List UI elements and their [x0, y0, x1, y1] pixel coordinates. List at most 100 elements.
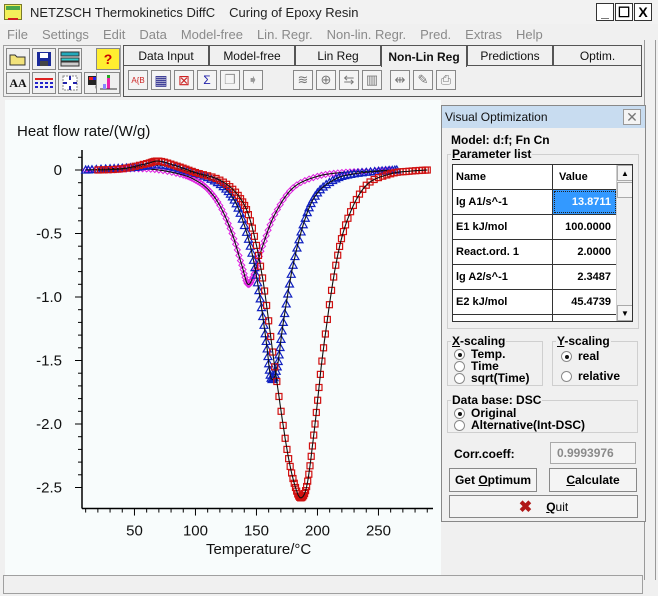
radio-relative[interactable]: relative: [561, 369, 637, 383]
table-icon: ▦: [154, 71, 168, 88]
param-value[interactable]: 45.4739: [571, 296, 611, 308]
x-axis-label: Temperature/°C: [206, 541, 311, 558]
tab-data-input[interactable]: Data Input: [123, 45, 209, 65]
table-button[interactable]: ▦: [151, 70, 171, 90]
film-button[interactable]: ▥: [362, 70, 382, 90]
menu-model-free[interactable]: Model-free: [180, 26, 243, 42]
tab-model-free[interactable]: Model-free: [209, 45, 295, 65]
param-value[interactable]: 2.3487: [577, 271, 611, 283]
zoom-fit-button[interactable]: [58, 72, 82, 94]
tab-lin-reg[interactable]: Lin Reg: [295, 45, 381, 65]
radio-real[interactable]: real: [561, 349, 637, 363]
zoom-button[interactable]: ⊕: [316, 70, 336, 90]
radio-button[interactable]: [454, 407, 465, 419]
menu-pred[interactable]: Pred.: [420, 26, 452, 42]
radio-sqrt-time[interactable]: sqrt(Time): [454, 371, 542, 385]
param-name: lg A2/s^-1: [453, 265, 553, 289]
data-series: [80, 157, 431, 502]
table-row[interactable]: React.ord. 1 2.0000: [453, 240, 617, 265]
scroll-up-button[interactable]: ▲: [617, 165, 632, 181]
model-button[interactable]: A{B: [128, 70, 148, 90]
quit-x-icon: ✖: [518, 498, 533, 516]
menu-bar: File Settings Edit Data Model-free Lin. …: [0, 24, 658, 44]
tab-optim[interactable]: Optim.: [553, 45, 642, 65]
grid-scrollbar[interactable]: ▲ ▼: [616, 165, 632, 321]
chart-sigma-button[interactable]: Σ: [197, 70, 217, 90]
chart-search-button[interactable]: ⊠: [174, 70, 194, 90]
tab-non-lin-reg[interactable]: Non-Lin Reg: [381, 45, 467, 67]
plot-button[interactable]: ≋: [293, 70, 313, 90]
param-value-selected[interactable]: 13.8711: [553, 190, 617, 214]
compare-icon: ⇹: [394, 72, 406, 87]
scroll-down-button[interactable]: ▼: [617, 305, 632, 321]
peak-button[interactable]: [96, 72, 120, 94]
help-button[interactable]: ?: [96, 48, 120, 70]
line-style-icon: [35, 78, 53, 88]
app-logo-icon: [4, 4, 22, 20]
svg-text:0: 0: [54, 162, 62, 179]
print-button[interactable]: ⎙: [436, 70, 456, 90]
radio-original[interactable]: Original: [454, 406, 637, 420]
save-button[interactable]: [32, 48, 56, 70]
radio-time[interactable]: Time: [454, 359, 542, 373]
dsc-chart: Heat flow rate/(W/g) Temperature/°C 0 -0.…: [5, 100, 441, 575]
minimize-button[interactable]: _: [596, 3, 614, 21]
arrow-up-icon: ▲: [621, 168, 629, 178]
menu-extras[interactable]: Extras: [465, 26, 503, 42]
copy-button[interactable]: ❐: [220, 70, 240, 90]
x-scaling-group: X-scaling Temp. Time sqrt(Time): [447, 334, 543, 386]
device-settings-button[interactable]: [58, 48, 82, 70]
radio-button[interactable]: [454, 360, 465, 372]
param-name: lg A1/s^-1: [453, 190, 553, 214]
compare-button[interactable]: ⇹: [390, 70, 410, 90]
font-button[interactable]: AA: [6, 72, 30, 94]
tab-strip: Data Input Model-free Lin Reg Non-Lin Re…: [123, 45, 642, 97]
radio-temp[interactable]: Temp.: [454, 347, 542, 361]
open-folder-button[interactable]: [6, 48, 30, 70]
close-button[interactable]: X: [634, 3, 652, 21]
radio-button[interactable]: [454, 419, 465, 431]
line-style-button[interactable]: [32, 72, 56, 94]
param-value[interactable]: 100.0000: [565, 221, 611, 233]
print-icon: ⎙: [440, 72, 452, 87]
open-folder-icon: [9, 54, 26, 66]
param-value[interactable]: 2.0000: [577, 246, 611, 258]
svg-text:250: 250: [366, 523, 391, 540]
menu-settings[interactable]: Settings: [41, 26, 89, 42]
radio-button[interactable]: [454, 348, 465, 360]
dialog-close-button[interactable]: ✕: [623, 109, 641, 125]
scroll-thumb[interactable]: [617, 182, 632, 198]
brush-icon: ✎: [417, 72, 429, 87]
svg-text:50: 50: [126, 523, 143, 540]
menu-data[interactable]: Data: [139, 26, 167, 42]
menu-help[interactable]: Help: [516, 26, 543, 42]
window-title: NETZSCH Thermokinetics DiffC Curing of Ep…: [30, 5, 359, 20]
settings-device-icon: [60, 51, 80, 67]
dialog-title: Visual Optimization: [442, 106, 645, 128]
table-row[interactable]: E1 kJ/mol 100.0000: [453, 215, 617, 240]
radio-alternative[interactable]: Alternative(Int-DSC): [454, 418, 637, 432]
maximize-button[interactable]: ☐: [615, 3, 633, 21]
param-name: React.ord. 1: [453, 240, 553, 264]
menu-file[interactable]: File: [7, 26, 28, 42]
scale-button[interactable]: ⇆: [339, 70, 359, 90]
table-row[interactable]: E2 kJ/mol 45.4739: [453, 290, 617, 315]
table-row[interactable]: lg A2/s^-1 2.3487: [453, 265, 617, 290]
x-scaling-legend: X-scaling: [452, 334, 506, 348]
menu-edit[interactable]: Edit: [102, 26, 126, 42]
brush-button[interactable]: ✎: [413, 70, 433, 90]
arrow-down-icon: ▼: [621, 308, 629, 318]
scale-icon: ⇆: [343, 72, 355, 87]
grid-header: Name Value: [453, 165, 617, 190]
table-row[interactable]: lg A1/s^-1 13.8711: [453, 190, 617, 215]
radio-button[interactable]: [454, 372, 465, 384]
export-button[interactable]: ➧: [243, 70, 263, 90]
menu-non-lin-regr[interactable]: Non-lin. Regr.: [326, 26, 407, 42]
menu-lin-regr[interactable]: Lin. Regr.: [256, 26, 313, 42]
tab-predictions[interactable]: Predictions: [467, 45, 553, 65]
radio-button[interactable]: [561, 370, 572, 382]
radio-button[interactable]: [561, 350, 572, 362]
